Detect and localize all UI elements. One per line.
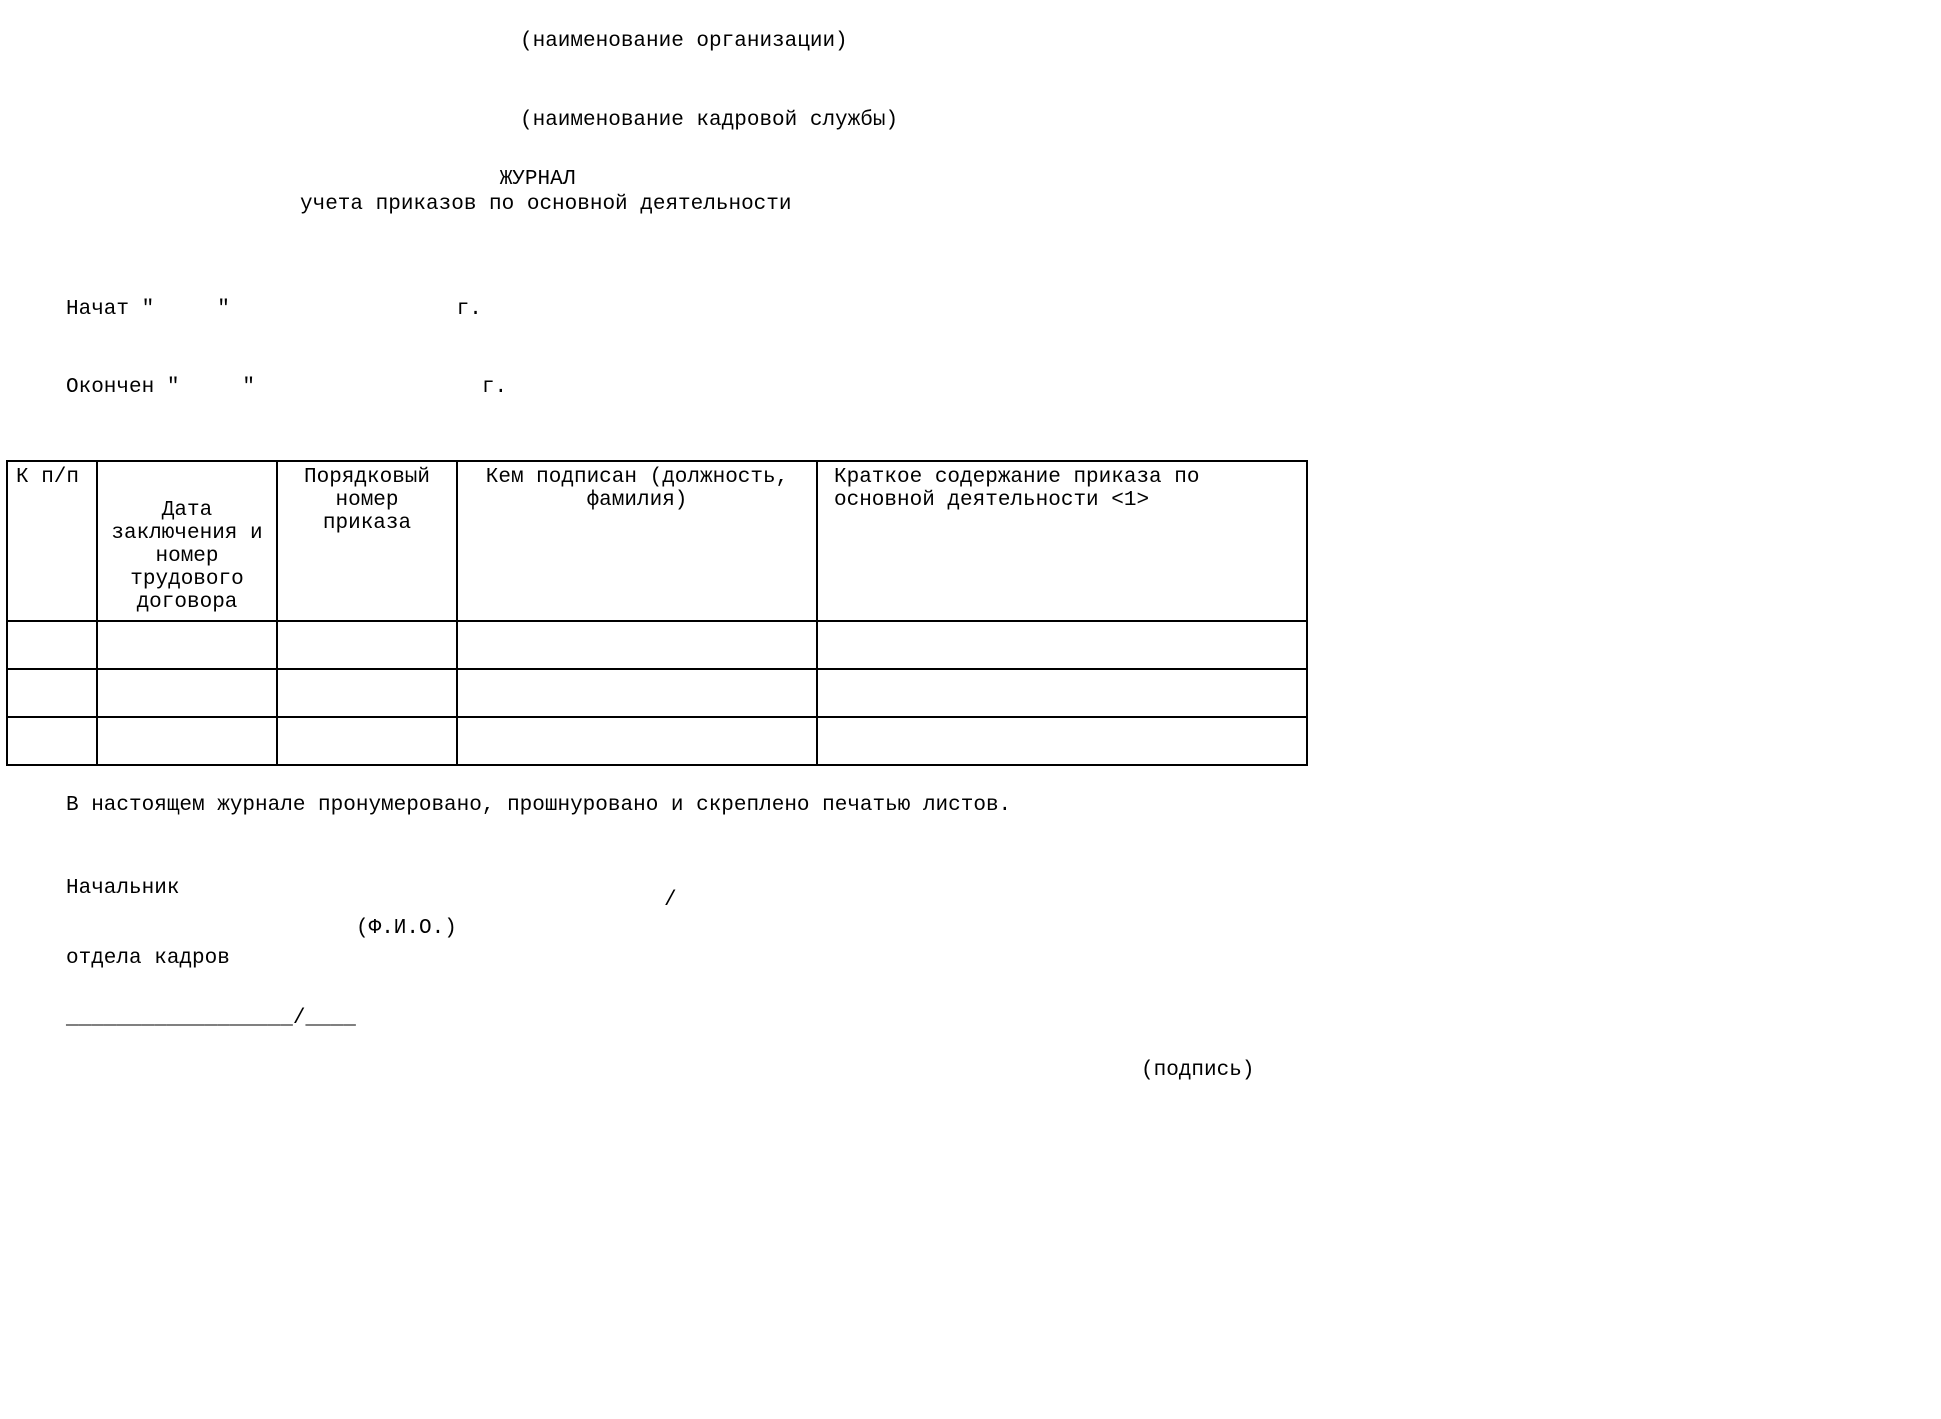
table-cell <box>7 717 97 765</box>
table-row <box>7 669 1307 717</box>
hr-department-text: (наименование кадровой службы) <box>520 109 898 132</box>
table-row <box>7 621 1307 669</box>
document-page: (наименование организации) (наименование… <box>0 0 1941 1097</box>
organization-name-label: (наименование организации) <box>0 30 1941 53</box>
document-title-main: ЖУРНАЛ <box>0 168 1075 191</box>
hr-department-label: (наименование кадровой службы) <box>0 109 1941 132</box>
document-footer: В настоящем журнале пронумеровано, прошн… <box>0 794 1941 1097</box>
table-cell <box>97 621 277 669</box>
pages-note: В настоящем журнале пронумеровано, прошн… <box>66 794 1941 817</box>
title-main-text: ЖУРНАЛ <box>500 168 576 191</box>
table-cell <box>817 669 1307 717</box>
chief-label-1: Начальник <box>66 877 179 900</box>
col-header-ordnum: Порядковый номер приказа <box>277 461 457 621</box>
table-header-row: К п/п Дата заключения и номер трудового … <box>7 461 1307 621</box>
col-header-seq: К п/п <box>7 461 97 621</box>
document-title-sub: учета приказов по основной деятельности <box>0 193 1941 216</box>
table-cell <box>97 669 277 717</box>
date-started-line: Начат " " г. <box>66 297 1941 323</box>
table-cell <box>457 621 817 669</box>
signature-label: (подпись) <box>1141 1059 1254 1082</box>
table-cell <box>97 717 277 765</box>
table-cell <box>277 621 457 669</box>
table-cell <box>457 669 817 717</box>
slash-separator: / <box>664 889 677 912</box>
chief-label-2: отдела кадров <box>66 947 230 970</box>
table-cell <box>7 621 97 669</box>
organization-name-text: (наименование организации) <box>520 30 848 53</box>
table-cell <box>277 717 457 765</box>
orders-table: К п/п Дата заключения и номер трудового … <box>6 460 1308 766</box>
col-header-summary: Краткое содержание приказа по основной д… <box>817 461 1307 621</box>
table-cell <box>7 669 97 717</box>
table-cell <box>277 669 457 717</box>
title-sub-text: учета приказов по основной деятельности <box>300 193 791 216</box>
fio-label: (Ф.И.О.) <box>356 917 457 940</box>
col-header-signed-by: Кем подписан (должность, фамилия) <box>457 461 817 621</box>
date-ended-line: Окончен " " г. <box>66 375 1941 401</box>
journal-dates: Начат " " г. Окончен " " г. <box>0 244 1941 454</box>
table-row <box>7 717 1307 765</box>
col-header-date: Дата заключения и номер трудового догово… <box>97 461 277 621</box>
signature-rule: __________________/____ <box>66 1007 356 1030</box>
signature-block: Начальник / (Ф.И.О.) отдела кадров _____… <box>66 877 1941 1097</box>
table-cell <box>457 717 817 765</box>
table-cell <box>817 621 1307 669</box>
table-cell <box>817 717 1307 765</box>
